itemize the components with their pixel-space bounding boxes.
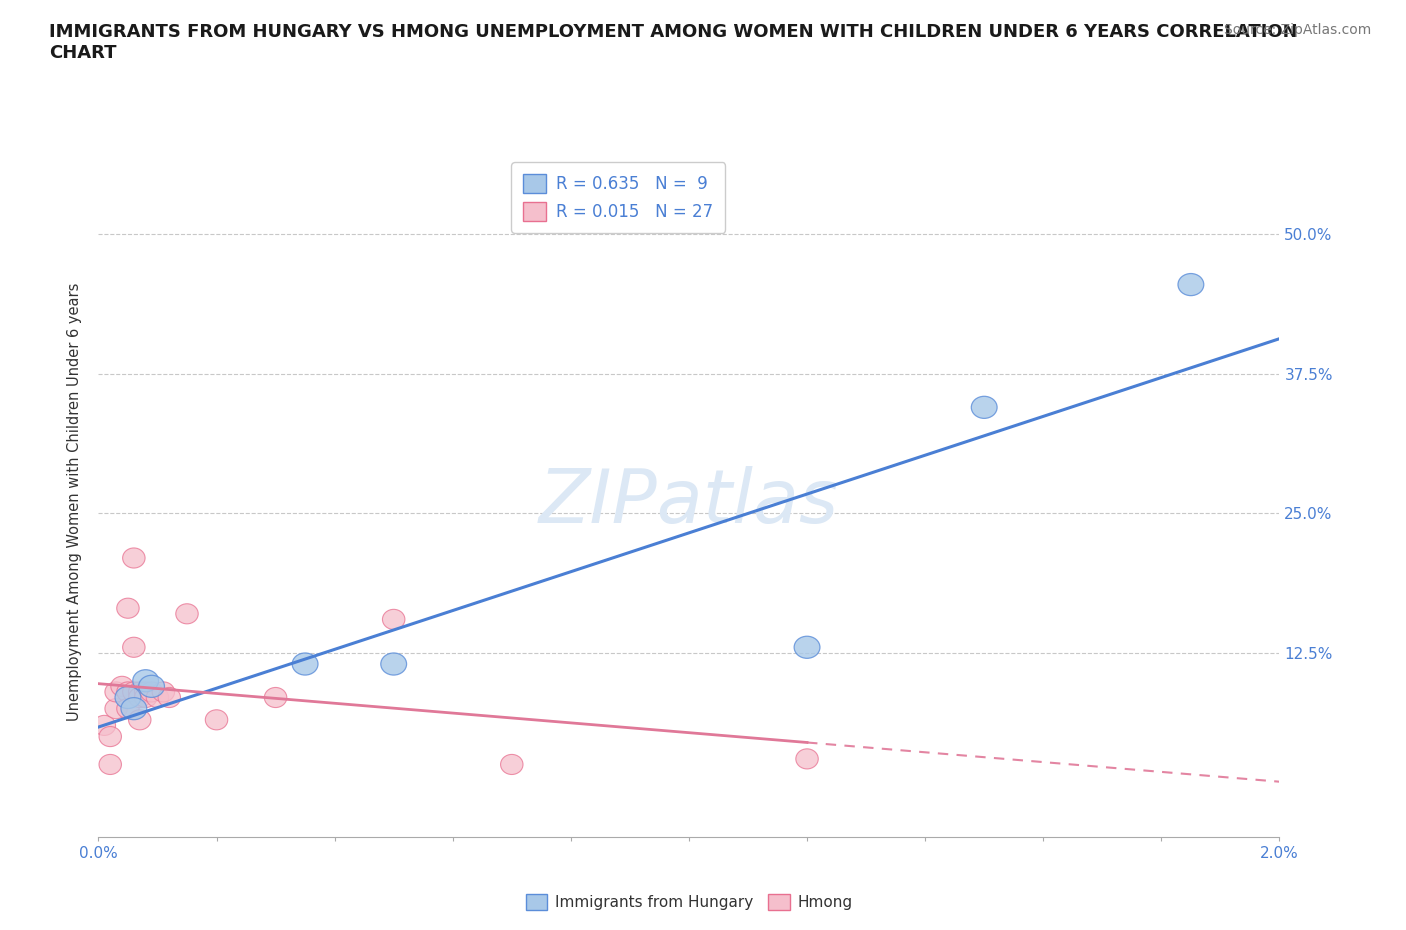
Ellipse shape	[122, 548, 145, 568]
Ellipse shape	[135, 687, 157, 708]
Ellipse shape	[794, 636, 820, 658]
Ellipse shape	[139, 675, 165, 698]
Text: IMMIGRANTS FROM HUNGARY VS HMONG UNEMPLOYMENT AMONG WOMEN WITH CHILDREN UNDER 6 : IMMIGRANTS FROM HUNGARY VS HMONG UNEMPLO…	[49, 23, 1298, 62]
Ellipse shape	[105, 682, 128, 702]
Ellipse shape	[796, 749, 818, 769]
Ellipse shape	[128, 682, 150, 702]
Ellipse shape	[1178, 273, 1204, 296]
Ellipse shape	[117, 698, 139, 719]
Ellipse shape	[146, 687, 169, 708]
Ellipse shape	[111, 676, 134, 697]
Legend: Immigrants from Hungary, Hmong: Immigrants from Hungary, Hmong	[519, 888, 859, 916]
Ellipse shape	[122, 637, 145, 658]
Ellipse shape	[105, 698, 128, 719]
Ellipse shape	[141, 682, 163, 702]
Ellipse shape	[122, 682, 145, 702]
Ellipse shape	[176, 604, 198, 624]
Ellipse shape	[205, 710, 228, 730]
Ellipse shape	[152, 682, 174, 702]
Ellipse shape	[157, 687, 180, 708]
Ellipse shape	[292, 653, 318, 675]
Ellipse shape	[128, 687, 150, 708]
Ellipse shape	[93, 715, 115, 736]
Ellipse shape	[135, 682, 157, 702]
Ellipse shape	[264, 687, 287, 708]
Ellipse shape	[972, 396, 997, 418]
Ellipse shape	[121, 698, 146, 720]
Ellipse shape	[117, 598, 139, 618]
Ellipse shape	[382, 609, 405, 630]
Ellipse shape	[115, 686, 141, 709]
Ellipse shape	[128, 710, 150, 730]
Ellipse shape	[132, 670, 159, 692]
Text: Source: ZipAtlas.com: Source: ZipAtlas.com	[1223, 23, 1371, 37]
Ellipse shape	[501, 754, 523, 775]
Text: ZIPatlas: ZIPatlas	[538, 466, 839, 538]
Y-axis label: Unemployment Among Women with Children Under 6 years: Unemployment Among Women with Children U…	[67, 283, 83, 722]
Ellipse shape	[381, 653, 406, 675]
Ellipse shape	[98, 754, 121, 775]
Ellipse shape	[117, 682, 139, 702]
Ellipse shape	[98, 726, 121, 747]
